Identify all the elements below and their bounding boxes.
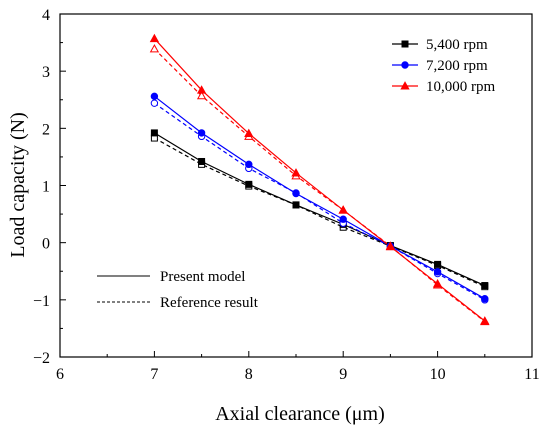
series-7-200-rpm-present-point	[339, 215, 347, 223]
series-10-000-rpm-present-point	[432, 278, 443, 288]
y-tick-label: 1	[42, 179, 50, 196]
legend-style-label: Present model	[160, 269, 245, 285]
series-10-000-rpm-present-point	[244, 128, 254, 138]
x-tick-label: 6	[56, 366, 64, 383]
series-10-000-rpm-present-point	[291, 168, 301, 177]
x-tick-label: 8	[245, 366, 253, 383]
series-10-000-rpm-present-point	[338, 205, 348, 214]
legend-swatch-marker	[401, 61, 409, 69]
legend-entry-label: 5,400 rpm	[426, 37, 488, 53]
series-5-400-rpm-present-point	[150, 129, 158, 137]
series-5-400-rpm-reference-line	[154, 137, 486, 288]
series-10-000-rpm-reference-line	[153, 48, 486, 323]
series-10-000-rpm-reference-point	[196, 90, 207, 100]
series-10-000-rpm-present-point	[385, 241, 396, 251]
series-10-000-rpm-present-point	[480, 316, 490, 325]
series-7-200-rpm-present-point	[197, 129, 206, 137]
series-7-200-rpm-reference-point	[150, 99, 159, 107]
series-10-000-rpm-reference-point	[149, 44, 160, 53]
axis-ticks	[59, 13, 533, 358]
series-7-200-rpm-present-point	[481, 294, 489, 303]
y-tick-label: 4	[42, 7, 50, 24]
series-lines	[153, 38, 486, 323]
series-5-400-rpm-present-point	[198, 157, 206, 165]
legend-swatch-marker	[401, 40, 409, 48]
legend-entry-label: 10,000 rpm	[426, 79, 495, 95]
legend-series: 5,400 rpm 7,200 rpm 10,000 rpm	[392, 37, 495, 95]
series-10-000-rpm-present-point	[196, 85, 207, 94]
series-5-400-rpm-present-point	[481, 282, 489, 290]
series-5-400-rpm-present-point	[434, 260, 442, 268]
y-tick-label: 0	[42, 236, 50, 253]
legend-swatch-marker	[400, 81, 410, 90]
y-tick-label: −1	[33, 293, 50, 310]
legend-line-styles: Present model Reference result	[97, 269, 259, 311]
series-10-000-rpm-present-line	[153, 38, 486, 322]
x-axis-label: Axial clearance (μm)	[215, 403, 385, 425]
x-tick-label: 10	[430, 366, 446, 383]
series-5-400-rpm-present-point	[245, 180, 253, 188]
series-7-200-rpm-present-point	[150, 92, 159, 101]
y-tick-label: −2	[33, 350, 50, 367]
y-axis-label: Load capacity (N)	[7, 112, 29, 257]
series-5-400-rpm-present-point	[292, 201, 300, 209]
series-7-200-rpm-present-point	[245, 160, 253, 169]
x-tick-label: 7	[150, 366, 158, 383]
x-tick-label: 11	[524, 366, 539, 383]
series-7-200-rpm-present-point	[433, 268, 442, 276]
y-tick-label: 3	[42, 64, 50, 81]
legend-style-label: Reference result	[160, 295, 259, 311]
series-7-200-rpm-present-line	[154, 95, 486, 300]
series-5-400-rpm-present-line	[154, 132, 486, 287]
series-markers	[149, 33, 490, 326]
series-7-200-rpm-present-point	[292, 189, 300, 198]
series-10-000-rpm-present-point	[149, 33, 160, 43]
legend-entry-label: 7,200 rpm	[426, 58, 488, 74]
y-tick-label: 2	[42, 121, 50, 138]
x-tick-label: 9	[339, 366, 347, 383]
